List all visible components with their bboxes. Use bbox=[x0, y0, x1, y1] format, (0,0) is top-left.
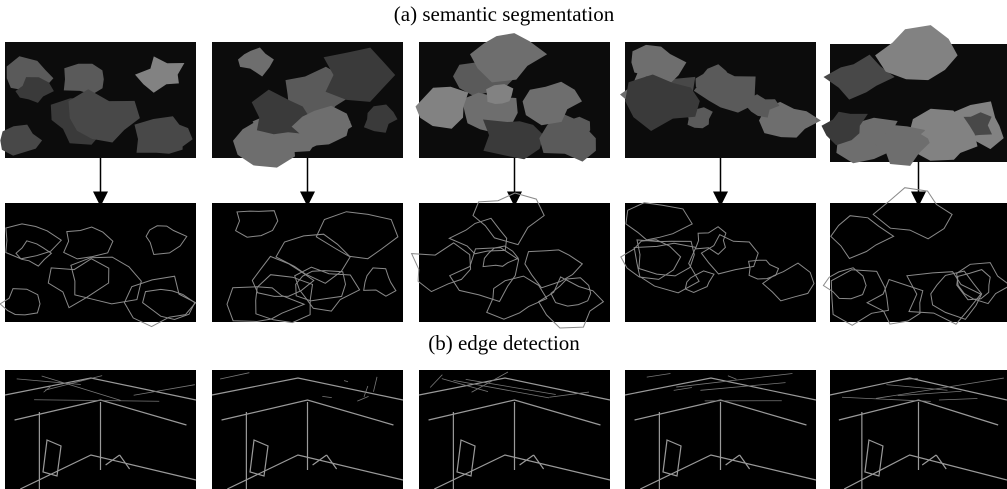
segment-edge-image bbox=[625, 203, 816, 322]
caption-a: (a) semantic segmentation bbox=[394, 2, 615, 26]
segment-edge-image bbox=[5, 203, 196, 322]
segment-edge-image bbox=[419, 203, 610, 322]
segment-edge-image bbox=[830, 203, 1007, 322]
segment bbox=[64, 64, 104, 95]
panels bbox=[0, 25, 1007, 489]
figure: (a) semantic segmentation (b) edge detec… bbox=[0, 0, 1007, 489]
caption-b: (b) edge detection bbox=[428, 331, 580, 355]
segment-edge-image bbox=[212, 203, 403, 322]
